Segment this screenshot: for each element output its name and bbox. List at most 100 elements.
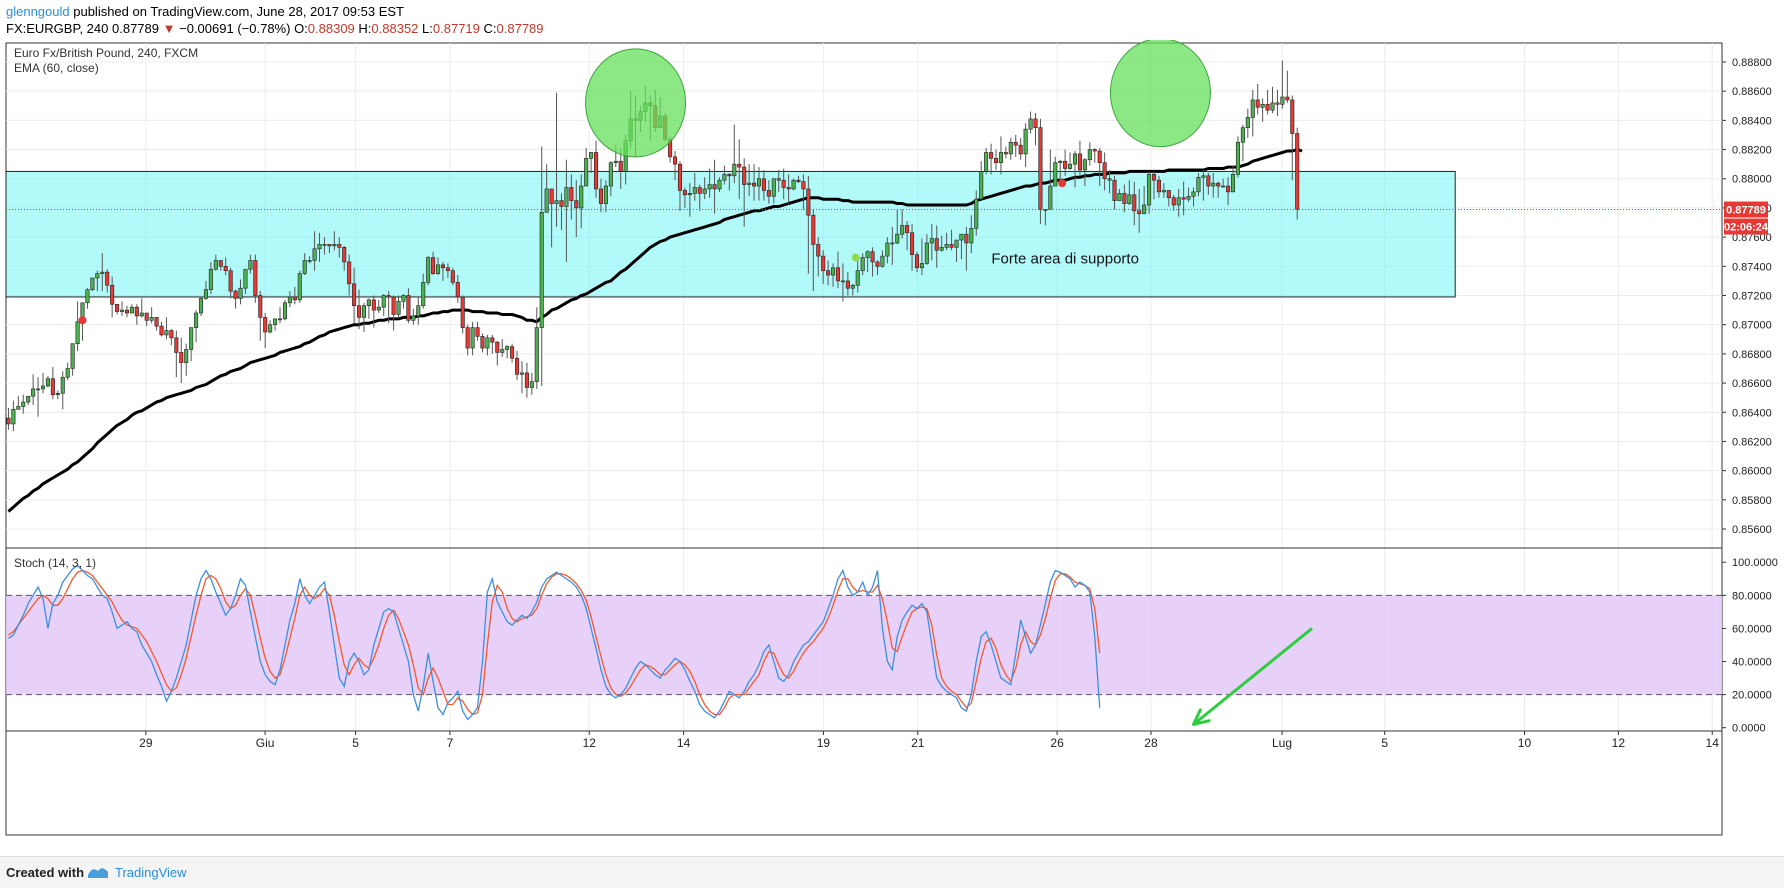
footer-bar: Created with TradingView [0, 856, 1784, 888]
candle-up [855, 270, 860, 286]
publish-info: published on TradingView.com, June 28, 2… [69, 4, 405, 19]
candle-down [342, 247, 347, 263]
candle-down [124, 309, 129, 314]
candle-down [752, 182, 757, 187]
candle-down [1156, 179, 1161, 193]
candle-down [179, 352, 184, 363]
candle-down [391, 296, 396, 315]
candle-up [411, 315, 416, 321]
candle-up [401, 295, 406, 302]
price-tick-label: 0.86400 [1732, 407, 1772, 419]
candle-up [208, 268, 213, 290]
candle-down [993, 158, 999, 163]
candle-down [115, 303, 120, 312]
candle-up [273, 318, 278, 325]
tradingview-logo-icon[interactable] [86, 863, 110, 881]
candle-up [129, 306, 134, 314]
candle-up [307, 260, 312, 262]
price-tick-label: 0.88600 [1732, 86, 1772, 98]
candle-up [840, 280, 845, 283]
candle-up [1260, 104, 1265, 108]
candle-down [1092, 149, 1097, 152]
candle-down [594, 152, 599, 190]
candle-down [134, 306, 139, 317]
candle-up [919, 263, 924, 269]
price-tick-label: 0.86200 [1732, 436, 1772, 448]
stoch-tick-label: 80.0000 [1732, 590, 1772, 602]
candle-up [421, 282, 426, 307]
countdown-badge-label: 02:06:24 [1724, 222, 1769, 234]
candle-down [6, 417, 11, 425]
candle-down [1063, 160, 1068, 169]
candle-down [386, 295, 391, 298]
support-zone-label: Forte area di supporto [991, 250, 1139, 267]
candle-up [771, 178, 776, 197]
price-tick-label: 0.87400 [1732, 261, 1772, 273]
candle-up [564, 187, 569, 207]
time-axis[interactable]: 29 Giu 5 7 12 14 19 21 26 28 Lug 5 10 12 14 [139, 731, 1719, 750]
annotations-layer [78, 40, 1211, 325]
chart-title: Euro Fx/British Pound, 240, FXCM [14, 46, 198, 60]
last-price: 0.87789 [112, 21, 159, 36]
stoch-axis[interactable]: 100.0000 80.0000 60.0000 40.0000 20.0000 0.00… [1722, 557, 1778, 735]
candle-up [297, 273, 302, 301]
candle-up [831, 267, 836, 276]
candle-up [381, 295, 386, 308]
time-tick-label: 26 [1050, 736, 1064, 750]
candle-down [1285, 96, 1290, 101]
candle-up [944, 244, 949, 248]
candle-up [248, 260, 253, 270]
candle-down [870, 251, 875, 263]
candle-up [939, 247, 944, 251]
price-badges: 0.87789 02:06:24 [1724, 201, 1769, 235]
candle-up [519, 372, 525, 375]
candle-up [534, 327, 539, 382]
candle-up [70, 343, 75, 369]
candle-down [737, 163, 742, 168]
candle-down [1295, 133, 1300, 210]
candle-down [1151, 174, 1157, 181]
candle-up [36, 388, 41, 391]
candle-down [154, 317, 159, 327]
close-value: 0.87789 [496, 21, 544, 36]
time-tick-label: 7 [447, 736, 454, 750]
candle-up [90, 277, 95, 290]
candle-up [717, 179, 722, 190]
low-value: 0.87719 [432, 21, 480, 36]
candle-up [505, 346, 510, 350]
candle-down [914, 254, 920, 269]
candle-up [21, 401, 26, 407]
candle-down [1206, 175, 1211, 187]
highlight-circle [1109, 40, 1211, 148]
candle-up [1186, 195, 1191, 200]
candle-up [1127, 194, 1132, 204]
candle-down [1122, 193, 1127, 204]
candle-up [485, 337, 490, 349]
candle-up [1270, 102, 1275, 111]
candle-up [426, 257, 431, 283]
author-link[interactable]: glenngould [6, 4, 70, 19]
candle-up [1280, 96, 1285, 105]
candle-up [791, 179, 796, 190]
candle-up [722, 174, 727, 181]
price-axis[interactable]: 0.888000.886000.884000.882000.880000.878… [1722, 57, 1772, 536]
candle-down [569, 187, 574, 201]
candle-up [198, 298, 204, 314]
candle-down [110, 284, 115, 305]
candle-up [436, 264, 441, 274]
tradingview-brand[interactable]: TradingView [115, 865, 187, 880]
candle-up [1147, 174, 1152, 206]
candle-down [510, 346, 515, 359]
signal-dot [78, 316, 87, 325]
candle-down [347, 261, 352, 285]
candle-up [959, 233, 964, 241]
candle-up [302, 260, 307, 274]
candle-up [608, 162, 613, 187]
candle-down [875, 261, 880, 267]
candle-down [1226, 185, 1231, 193]
time-tick-label: 10 [1518, 736, 1532, 750]
candle-up [1161, 190, 1166, 193]
chart-canvas[interactable]: Forte area di supporto Euro Fx/British P… [0, 40, 1784, 856]
stochastic-pane [6, 564, 1722, 726]
candle-down [574, 200, 579, 209]
